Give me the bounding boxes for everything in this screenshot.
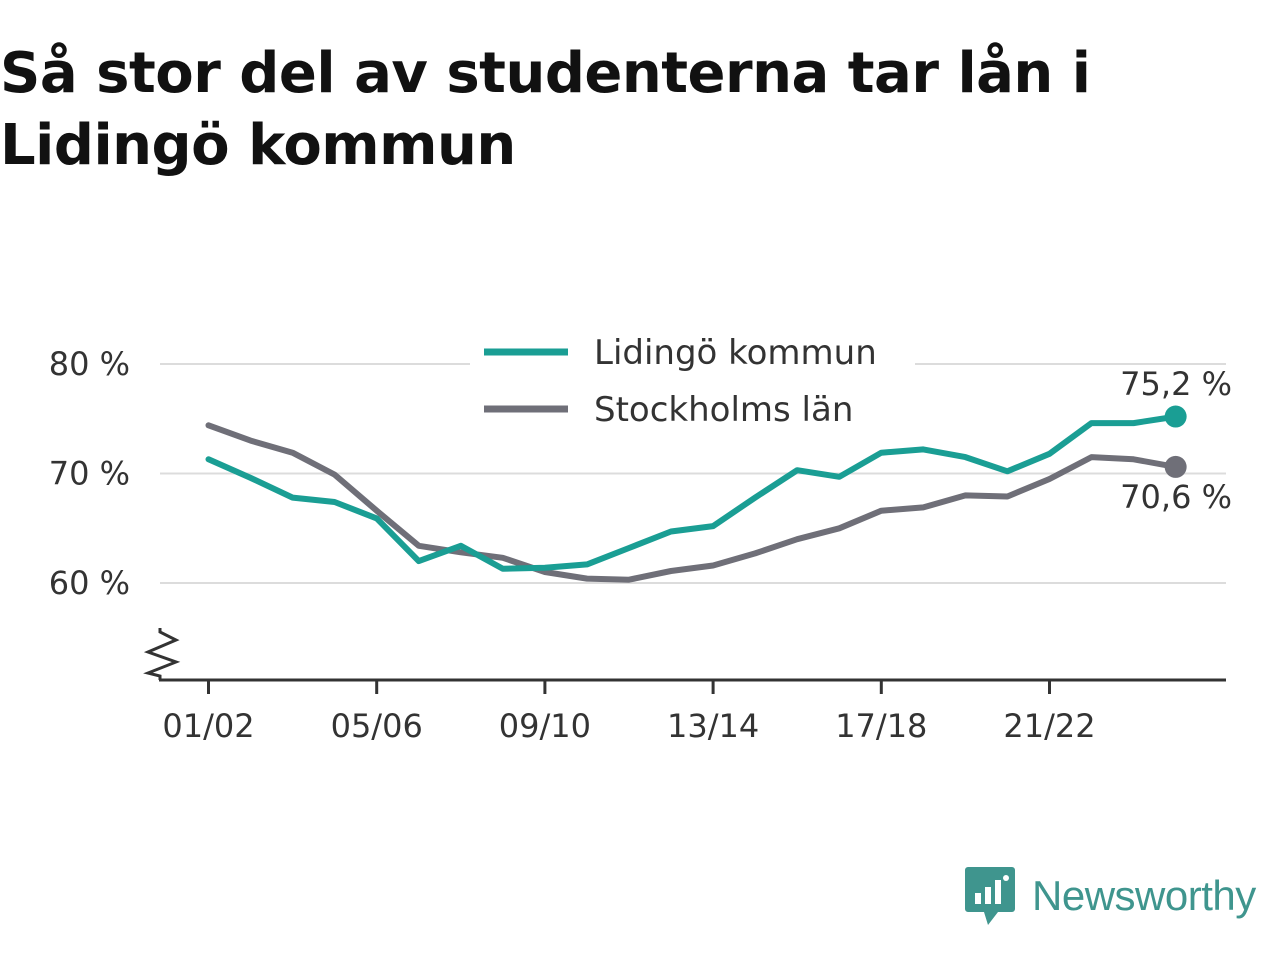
end-point-stockholm (1164, 455, 1187, 478)
series-lines (205, 413, 1179, 583)
axes (143, 628, 1226, 682)
brand-name: Newsworthy (1032, 872, 1256, 919)
chart-title: Så stor del av studenterna tar lån i Lid… (0, 41, 1091, 178)
end-label-stockholm: 70,6 % (1120, 478, 1232, 516)
end-labels: 75,2 % 70,6 % (1120, 365, 1232, 516)
y-axis-break-icon (143, 628, 181, 680)
x-tick-label: 01/02 (162, 707, 254, 745)
y-tick-label: 70 % (49, 455, 130, 493)
legend-background (470, 330, 915, 434)
y-axis-ticks: 60 % 70 % 80 % (49, 345, 130, 602)
series-line-lidingo (205, 413, 1179, 572)
legend: Lidingö kommun Stockholms län (470, 330, 915, 434)
end-points (1164, 405, 1187, 478)
legend-label-lidingo[interactable]: Lidingö kommun (594, 333, 877, 373)
x-tick-label: 09/10 (499, 707, 591, 745)
x-tick-label: 17/18 (835, 707, 927, 745)
y-tick-label: 80 % (49, 345, 130, 383)
newsworthy-logo[interactable]: Newsworthy (964, 866, 1256, 926)
bar-chart-speech-bubble-icon (965, 867, 1015, 925)
series-line-stockholm (205, 422, 1179, 583)
x-tick-label: 21/22 (1003, 707, 1095, 745)
x-tick-label: 05/06 (331, 707, 423, 745)
end-point-lidingo (1164, 405, 1187, 428)
x-axis-ticks: 01/02 05/06 09/10 13/14 17/18 21/22 (162, 680, 1096, 745)
legend-label-stockholm[interactable]: Stockholms län (594, 390, 853, 430)
y-tick-label: 60 % (49, 564, 130, 602)
x-tick-label: 13/14 (667, 707, 759, 745)
end-label-lidingo: 75,2 % (1120, 365, 1232, 403)
